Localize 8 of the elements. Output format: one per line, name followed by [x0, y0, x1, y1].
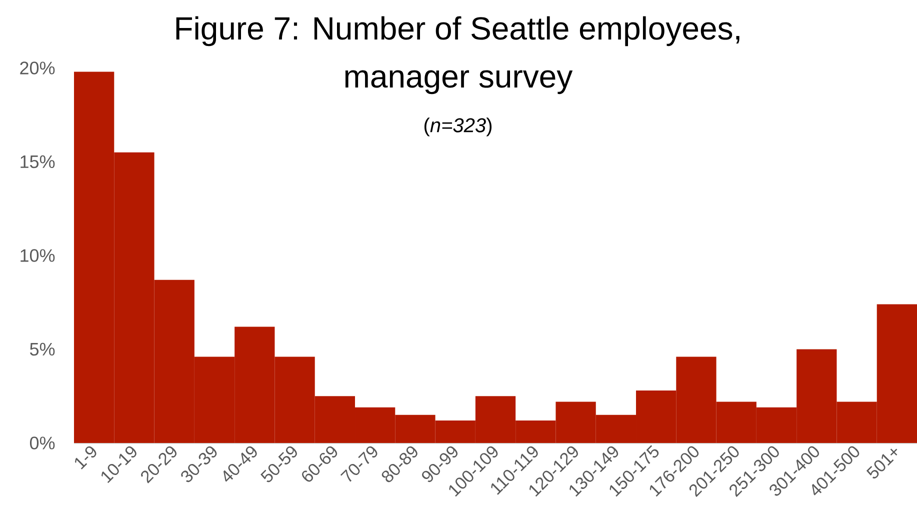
y-tick-label: 20%: [20, 62, 55, 74]
y-tick-label: 5%: [30, 342, 55, 356]
y-tick-label: 0%: [30, 436, 55, 450]
y-tick-label: 10%: [20, 249, 55, 262]
y-tick-label: 15%: [20, 155, 55, 168]
text: (n=323): [424, 118, 492, 136]
chart-title: Figure 7: Number of Seattle employees, manager survey: [176, 16, 740, 94]
x-tick-label: 1-9: [74, 446, 96, 470]
